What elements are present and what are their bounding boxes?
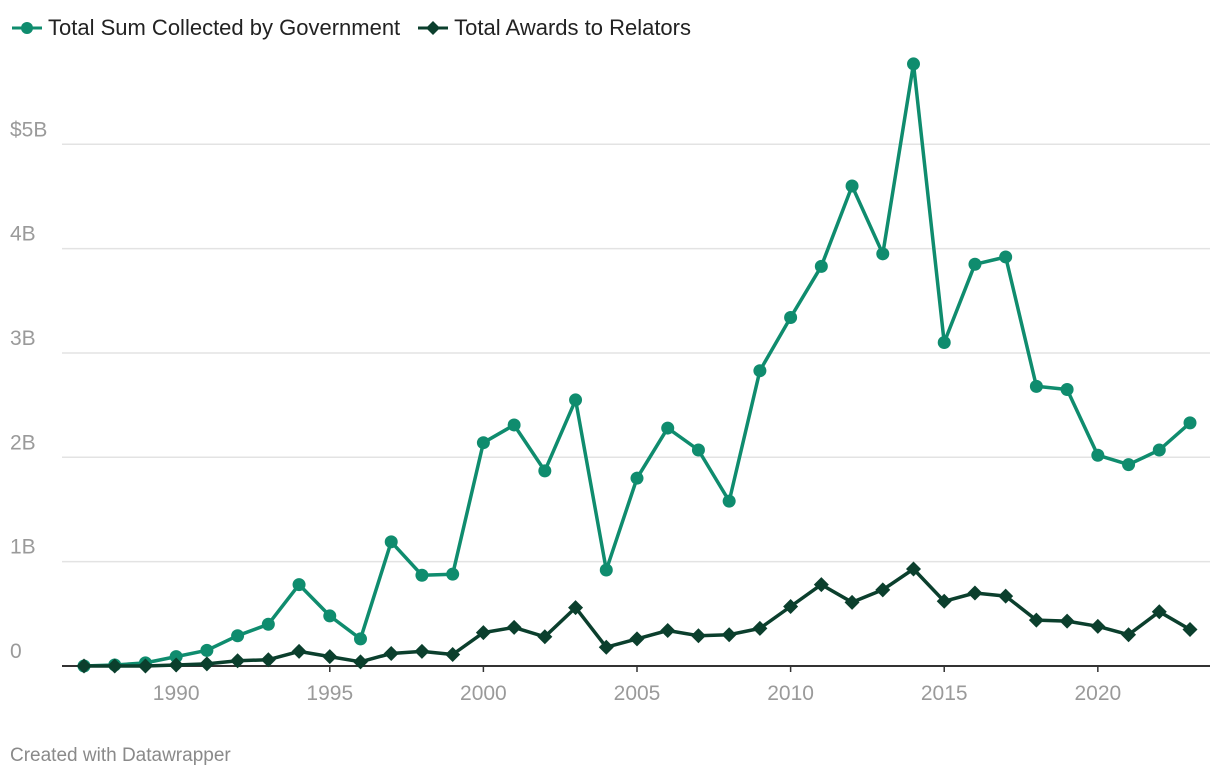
data-point-government-1996 [354, 632, 367, 646]
data-point-relators-1987 [76, 658, 92, 674]
data-point-relators-2003 [568, 600, 584, 616]
data-point-relators-2013 [875, 582, 891, 598]
data-point-relators-1996 [353, 654, 368, 670]
data-point-government-2017 [999, 250, 1013, 264]
data-point-relators-2022 [1151, 604, 1167, 620]
data-point-relators-2012 [844, 594, 860, 610]
data-point-government-1997 [384, 535, 398, 549]
y-tick-label: 3B [10, 327, 36, 350]
data-point-government-2007 [691, 443, 705, 457]
data-point-relators-2000 [475, 625, 491, 641]
data-point-relators-2004 [598, 639, 614, 655]
data-point-relators-2020 [1090, 618, 1106, 634]
data-point-relators-2008 [721, 627, 737, 643]
data-point-government-2003 [569, 393, 583, 407]
y-tick-label: 0 [10, 640, 22, 663]
data-point-relators-2016 [967, 585, 983, 601]
data-point-government-2008 [722, 494, 736, 508]
data-point-relators-1991 [199, 656, 215, 672]
x-tick-label: 1995 [306, 682, 353, 705]
data-point-government-2018 [1029, 379, 1043, 393]
data-point-government-2002 [538, 464, 552, 478]
x-tick-label: 2010 [767, 682, 814, 705]
legend-item-relators: Total Awards to Relators [418, 15, 691, 41]
data-point-government-2011 [814, 259, 828, 273]
x-tick-label: 1990 [153, 682, 200, 705]
series-line-0 [82, 62, 1192, 668]
data-point-relators-2021 [1121, 627, 1137, 643]
data-point-government-1991 [200, 643, 214, 657]
data-point-relators-2007 [690, 628, 706, 644]
data-point-relators-1997 [383, 645, 399, 661]
data-point-government-2012 [845, 179, 859, 193]
data-point-government-2010 [784, 310, 798, 324]
data-point-relators-1988 [107, 658, 123, 674]
data-point-relators-1992 [230, 653, 246, 669]
y-tick-label: 2B [10, 431, 36, 454]
axis-layer: 0 1B 2B 3B 4B $5B 1990 1995 2000 2005 2010 2015 2020 [10, 118, 1210, 705]
data-point-government-2013 [876, 247, 890, 261]
x-tick-label: 2005 [614, 682, 661, 705]
data-point-relators-2002 [537, 629, 553, 645]
data-point-relators-1995 [322, 649, 338, 665]
data-point-relators-1989 [137, 658, 153, 674]
data-point-relators-2023 [1182, 621, 1198, 637]
data-point-relators-2019 [1059, 613, 1075, 629]
data-point-relators-2009 [752, 620, 768, 636]
data-point-government-1994 [292, 578, 306, 592]
data-point-relators-2017 [998, 588, 1014, 604]
x-tick-label: 2000 [460, 682, 507, 705]
grid-layer [62, 143, 1210, 563]
data-point-government-1998 [415, 568, 429, 582]
legend-label-relators: Total Awards to Relators [454, 15, 691, 40]
legend-label-government: Total Sum Collected by Government [48, 15, 401, 40]
legend-item-government: Total Sum Collected by Government [12, 15, 400, 41]
data-point-relators-1998 [414, 643, 430, 659]
data-point-relators-1993 [260, 652, 276, 668]
data-point-government-2015 [937, 336, 951, 350]
data-point-government-2000 [476, 436, 490, 450]
data-point-government-2006 [661, 421, 675, 435]
chart-legend: Total Sum Collected by Government Total … [12, 12, 709, 44]
data-point-relators-1999 [445, 647, 461, 663]
x-tick-label: 2020 [1074, 682, 1121, 705]
data-point-government-2016 [968, 257, 982, 271]
y-tick-label: 1B [10, 536, 36, 559]
y-tick-label: 4B [10, 223, 36, 246]
data-point-government-1993 [261, 617, 275, 631]
data-point-government-2014 [907, 57, 920, 71]
data-point-government-2004 [599, 563, 613, 577]
data-point-relators-2014 [906, 561, 921, 577]
data-point-government-2020 [1091, 448, 1105, 462]
data-point-relators-2005 [629, 631, 645, 647]
data-point-government-2019 [1060, 382, 1074, 396]
data-point-government-1995 [323, 609, 337, 623]
data-point-government-2009 [753, 364, 767, 378]
series-line-1 [82, 567, 1192, 668]
y-tick-label: $5B [10, 118, 47, 141]
data-point-relators-2006 [660, 623, 676, 639]
data-point-government-2001 [507, 418, 521, 432]
series-layer [76, 57, 1198, 674]
data-point-government-1999 [446, 567, 460, 581]
x-tick-label: 2015 [921, 682, 968, 705]
data-point-relators-2015 [936, 593, 952, 609]
data-point-relators-2010 [783, 599, 799, 615]
data-point-relators-2001 [506, 619, 522, 635]
legend-swatch-circle-icon [12, 22, 42, 34]
data-point-relators-2011 [813, 577, 829, 593]
footer-credit: Created with Datawrapper [10, 745, 231, 766]
data-point-relators-1994 [291, 643, 307, 659]
data-point-government-1992 [231, 629, 245, 643]
data-point-relators-1990 [168, 657, 184, 673]
data-point-government-2023 [1183, 416, 1197, 430]
data-point-government-2005 [630, 471, 644, 485]
legend-swatch-diamond-icon [418, 21, 449, 35]
data-point-government-2022 [1152, 443, 1166, 457]
data-point-relators-2018 [1028, 612, 1044, 628]
data-point-government-2021 [1122, 458, 1136, 472]
data-point-government-1990 [169, 650, 183, 664]
